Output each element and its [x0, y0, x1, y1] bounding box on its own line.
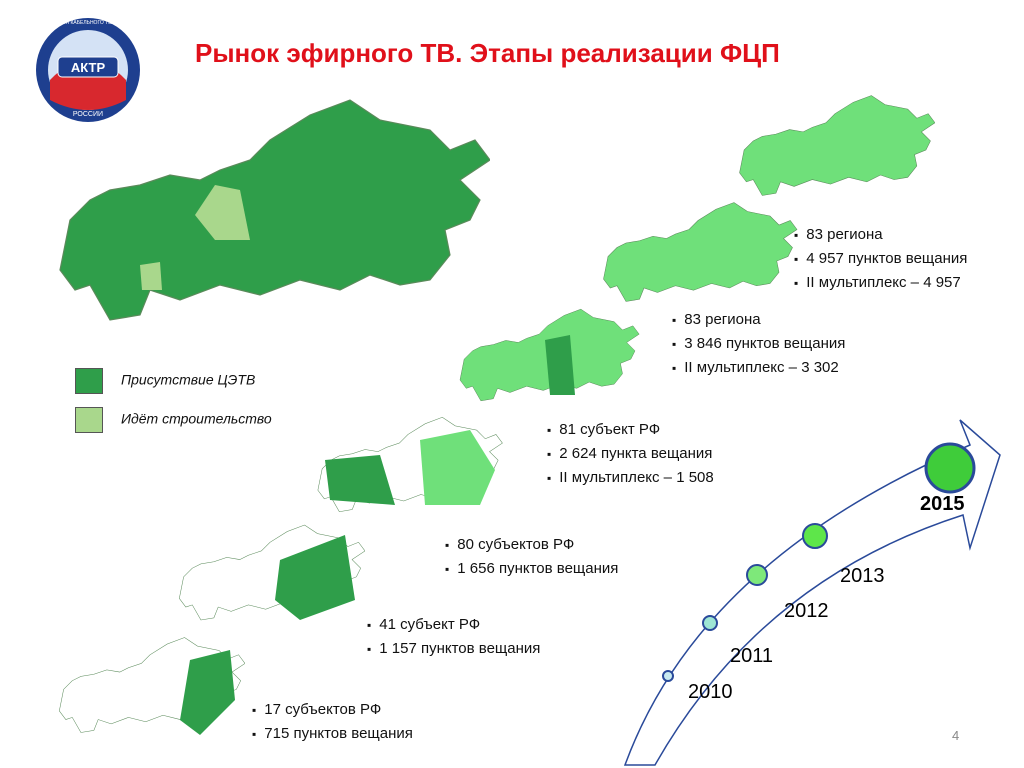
- map-region: [180, 650, 235, 735]
- stage-list: 41 субъект РФ1 157 пунктов вещания: [367, 613, 540, 661]
- year-label: 2015: [920, 493, 965, 515]
- arrow: [623, 419, 1001, 766]
- stage-bullet: 80 субъектов РФ: [445, 533, 618, 557]
- logo-bottom-text: РОССИИ: [73, 111, 103, 118]
- title: Рынок эфирного ТВ. Этапы реализации ФЦП: [195, 38, 780, 68]
- year-label: 2011: [730, 645, 773, 667]
- legend-swatch: [75, 368, 103, 394]
- stage-bullet: 41 субъект РФ: [367, 613, 540, 637]
- logo: АКТР АССОЦИАЦИЯ КАБЕЛЬНОГО ТЕЛЕВИДЕНИЯ Р…: [33, 18, 143, 122]
- legend-item: Присутствие ЦЭТВ: [75, 368, 255, 394]
- map-2015: [739, 95, 935, 196]
- maps: [59, 95, 935, 735]
- map-region: [420, 430, 495, 505]
- stage-bullet: 3 846 пунктов вещания: [672, 332, 845, 356]
- stage-bullet: 1 157 пунктов вещания: [367, 637, 540, 661]
- year-label: 2013: [840, 565, 885, 587]
- map-region: [545, 335, 575, 395]
- stage-bullet: 83 региона: [672, 308, 845, 332]
- stage-bullet: 1 656 пунктов вещания: [445, 557, 618, 581]
- map-region: [325, 455, 395, 505]
- stage-bullet: II мультиплекс – 3 302: [672, 356, 845, 380]
- legend-item: Идёт строительство: [75, 407, 272, 433]
- map-construction: [140, 262, 162, 290]
- stage-list: 17 субъектов РФ715 пунктов вещания: [252, 698, 413, 746]
- stage-bullet: 81 субъект РФ: [547, 418, 714, 442]
- stage-bullet: 17 субъектов РФ: [252, 698, 413, 722]
- year-dot: [924, 442, 976, 494]
- stage-list: 81 субъект РФ2 624 пункта вещанияII муль…: [547, 418, 714, 490]
- stage-list: 83 региона3 846 пунктов вещанияII мульти…: [672, 308, 845, 380]
- page-number: 4: [952, 728, 960, 743]
- logo-text: АКТР: [71, 60, 106, 75]
- map-2013: [603, 202, 798, 302]
- map-construction: [195, 185, 250, 240]
- stage-bullet: II мультиплекс – 4 957: [794, 271, 967, 295]
- year-dot: [746, 564, 768, 586]
- stage-bullet: 4 957 пунктов вещания: [794, 247, 967, 271]
- stage-bullet: II мультиплекс – 1 508: [547, 466, 713, 490]
- stage-bullet: 715 пунктов вещания: [252, 722, 413, 746]
- stage-list: 80 субъектов РФ1 656 пунктов вещания: [445, 533, 618, 581]
- year-dot: [702, 615, 718, 631]
- stage-bullet: 2 624 пункта вещания: [547, 442, 714, 466]
- stage-bullet: 83 региона: [794, 223, 967, 247]
- year-label: 2010: [688, 681, 733, 703]
- legend-swatch: [75, 407, 103, 433]
- timeline: 2010 2011 2012 2013 2015: [623, 419, 1001, 766]
- year-dot: [662, 670, 674, 682]
- legend-label: Присутствие ЦЭТВ: [121, 371, 256, 388]
- map-region: [275, 535, 355, 620]
- logo-ring-text: АССОЦИАЦИЯ КАБЕЛЬНОГО ТЕЛЕВИДЕНИЯ: [33, 20, 143, 26]
- stage-list: 83 региона4 957 пунктов вещанияII мульти…: [794, 223, 967, 295]
- map-main: [59, 99, 490, 321]
- legend-label: Идёт строительство: [121, 410, 272, 427]
- year-dot: [802, 523, 828, 549]
- year-label: 2012: [784, 600, 829, 622]
